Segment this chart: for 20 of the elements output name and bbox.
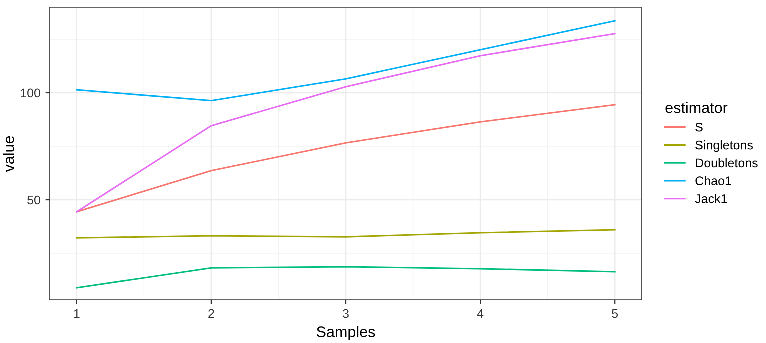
legend-label: Singletons <box>696 140 754 152</box>
y-axis-title: value <box>3 136 14 172</box>
line-series <box>76 33 616 213</box>
legend-label: S <box>696 122 703 132</box>
y-tick-label: 50 <box>28 196 40 205</box>
x-tick-label: 4 <box>477 309 484 318</box>
legend-label: Doubletons <box>696 158 758 168</box>
line-series <box>76 229 616 239</box>
x-tick-label: 5 <box>612 309 618 318</box>
x-tick-label: 1 <box>74 309 80 318</box>
y-tick-label: 100 <box>21 88 40 98</box>
legend-label: Jack1 <box>695 194 728 204</box>
line-series <box>76 20 616 102</box>
legend-label: Chao1 <box>696 176 732 186</box>
line-series <box>76 266 616 289</box>
x-tick-label: 2 <box>208 309 214 318</box>
x-axis-title: Samples <box>316 326 376 340</box>
legend-title: estimator <box>666 102 728 114</box>
line-series <box>76 104 616 213</box>
x-tick-label: 3 <box>343 309 349 318</box>
